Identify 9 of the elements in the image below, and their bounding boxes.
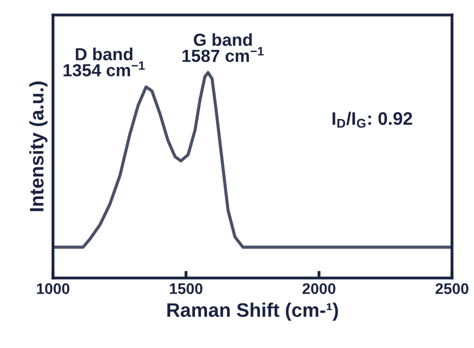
y-axis-title: Intensity (a.u.) bbox=[29, 82, 48, 212]
annotation: I$_{D}$/I$_{G}$: 0.92 bbox=[332, 112, 412, 128]
x-tick-label: 1500 bbox=[170, 283, 202, 294]
annotation: D band 1354 cm$^{−1}$ bbox=[64, 48, 145, 76]
x-tick-label: 1000 bbox=[36, 283, 70, 294]
x-tick-label: 2000 bbox=[302, 283, 336, 294]
annotation: G band 1587 cm$^{−1}$ bbox=[182, 33, 264, 62]
x-axis-title: Raman Shift (cm-¹) bbox=[167, 302, 338, 321]
x-tick-label: 2500 bbox=[436, 283, 468, 294]
